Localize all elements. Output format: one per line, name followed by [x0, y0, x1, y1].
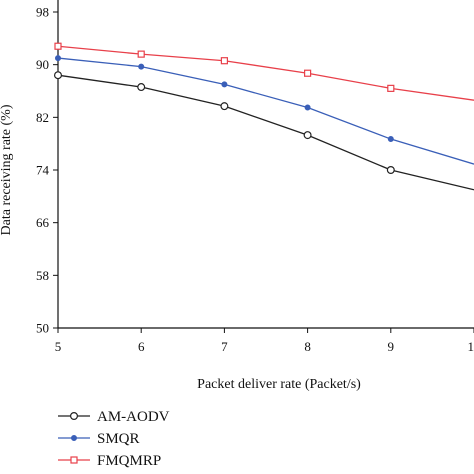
data-point-smqr [387, 136, 394, 143]
y-axis-title: Data receiving rate (%) [0, 104, 14, 235]
legend-marker-fmqmrp [70, 456, 78, 464]
legend-label-fmqmrp: FMQMRP [97, 453, 161, 469]
x-axis-title: Packet deliver rate (Packet/s) [197, 377, 361, 392]
x-tick-label: 7 [221, 339, 228, 354]
series-line-fmqmrp [57, 45, 474, 101]
data-point-smqr [221, 81, 228, 88]
y-tick-label: 58 [36, 268, 49, 283]
y-tick-label: 74 [36, 163, 50, 178]
x-tick-label: 9 [388, 339, 395, 354]
data-point-fmqmrp [54, 42, 62, 50]
series-line-smqr [57, 57, 474, 165]
y-tick-label: 66 [36, 215, 50, 230]
data-point-smqr [138, 63, 145, 70]
data-point-fmqmrp [220, 57, 228, 65]
y-tick-label: 50 [36, 321, 49, 336]
data-point-am-aodv [220, 102, 229, 111]
data-point-fmqmrp [137, 50, 145, 58]
x-tick-label: 8 [304, 339, 311, 354]
legend-marker-smqr [71, 434, 78, 441]
x-tick-label: 10 [468, 339, 474, 354]
data-point-am-aodv [386, 166, 395, 175]
legend-marker-am-aodv [69, 412, 78, 421]
data-point-smqr [55, 55, 62, 62]
data-point-am-aodv [137, 83, 146, 92]
data-point-am-aodv [303, 131, 312, 140]
plot-area: 50 58 66 74 82 90 98 5 6 7 8 9 10 [36, 0, 474, 354]
x-tick-label: 6 [138, 339, 145, 354]
legend-label-smqr: SMQR [97, 431, 140, 447]
data-point-fmqmrp [304, 69, 312, 77]
data-point-fmqmrp [387, 84, 395, 92]
legend: AM-AODV SMQR FMQMRP [58, 409, 170, 469]
data-point-am-aodv [53, 71, 62, 80]
legend-label-am-aodv: AM-AODV [97, 409, 170, 425]
series-line-am-aodv [57, 74, 474, 191]
y-tick-label: 82 [36, 110, 49, 125]
data-point-smqr [304, 104, 311, 111]
y-tick-label: 90 [36, 57, 49, 72]
x-tick-label: 5 [55, 339, 62, 354]
y-tick-label: 98 [36, 5, 49, 20]
